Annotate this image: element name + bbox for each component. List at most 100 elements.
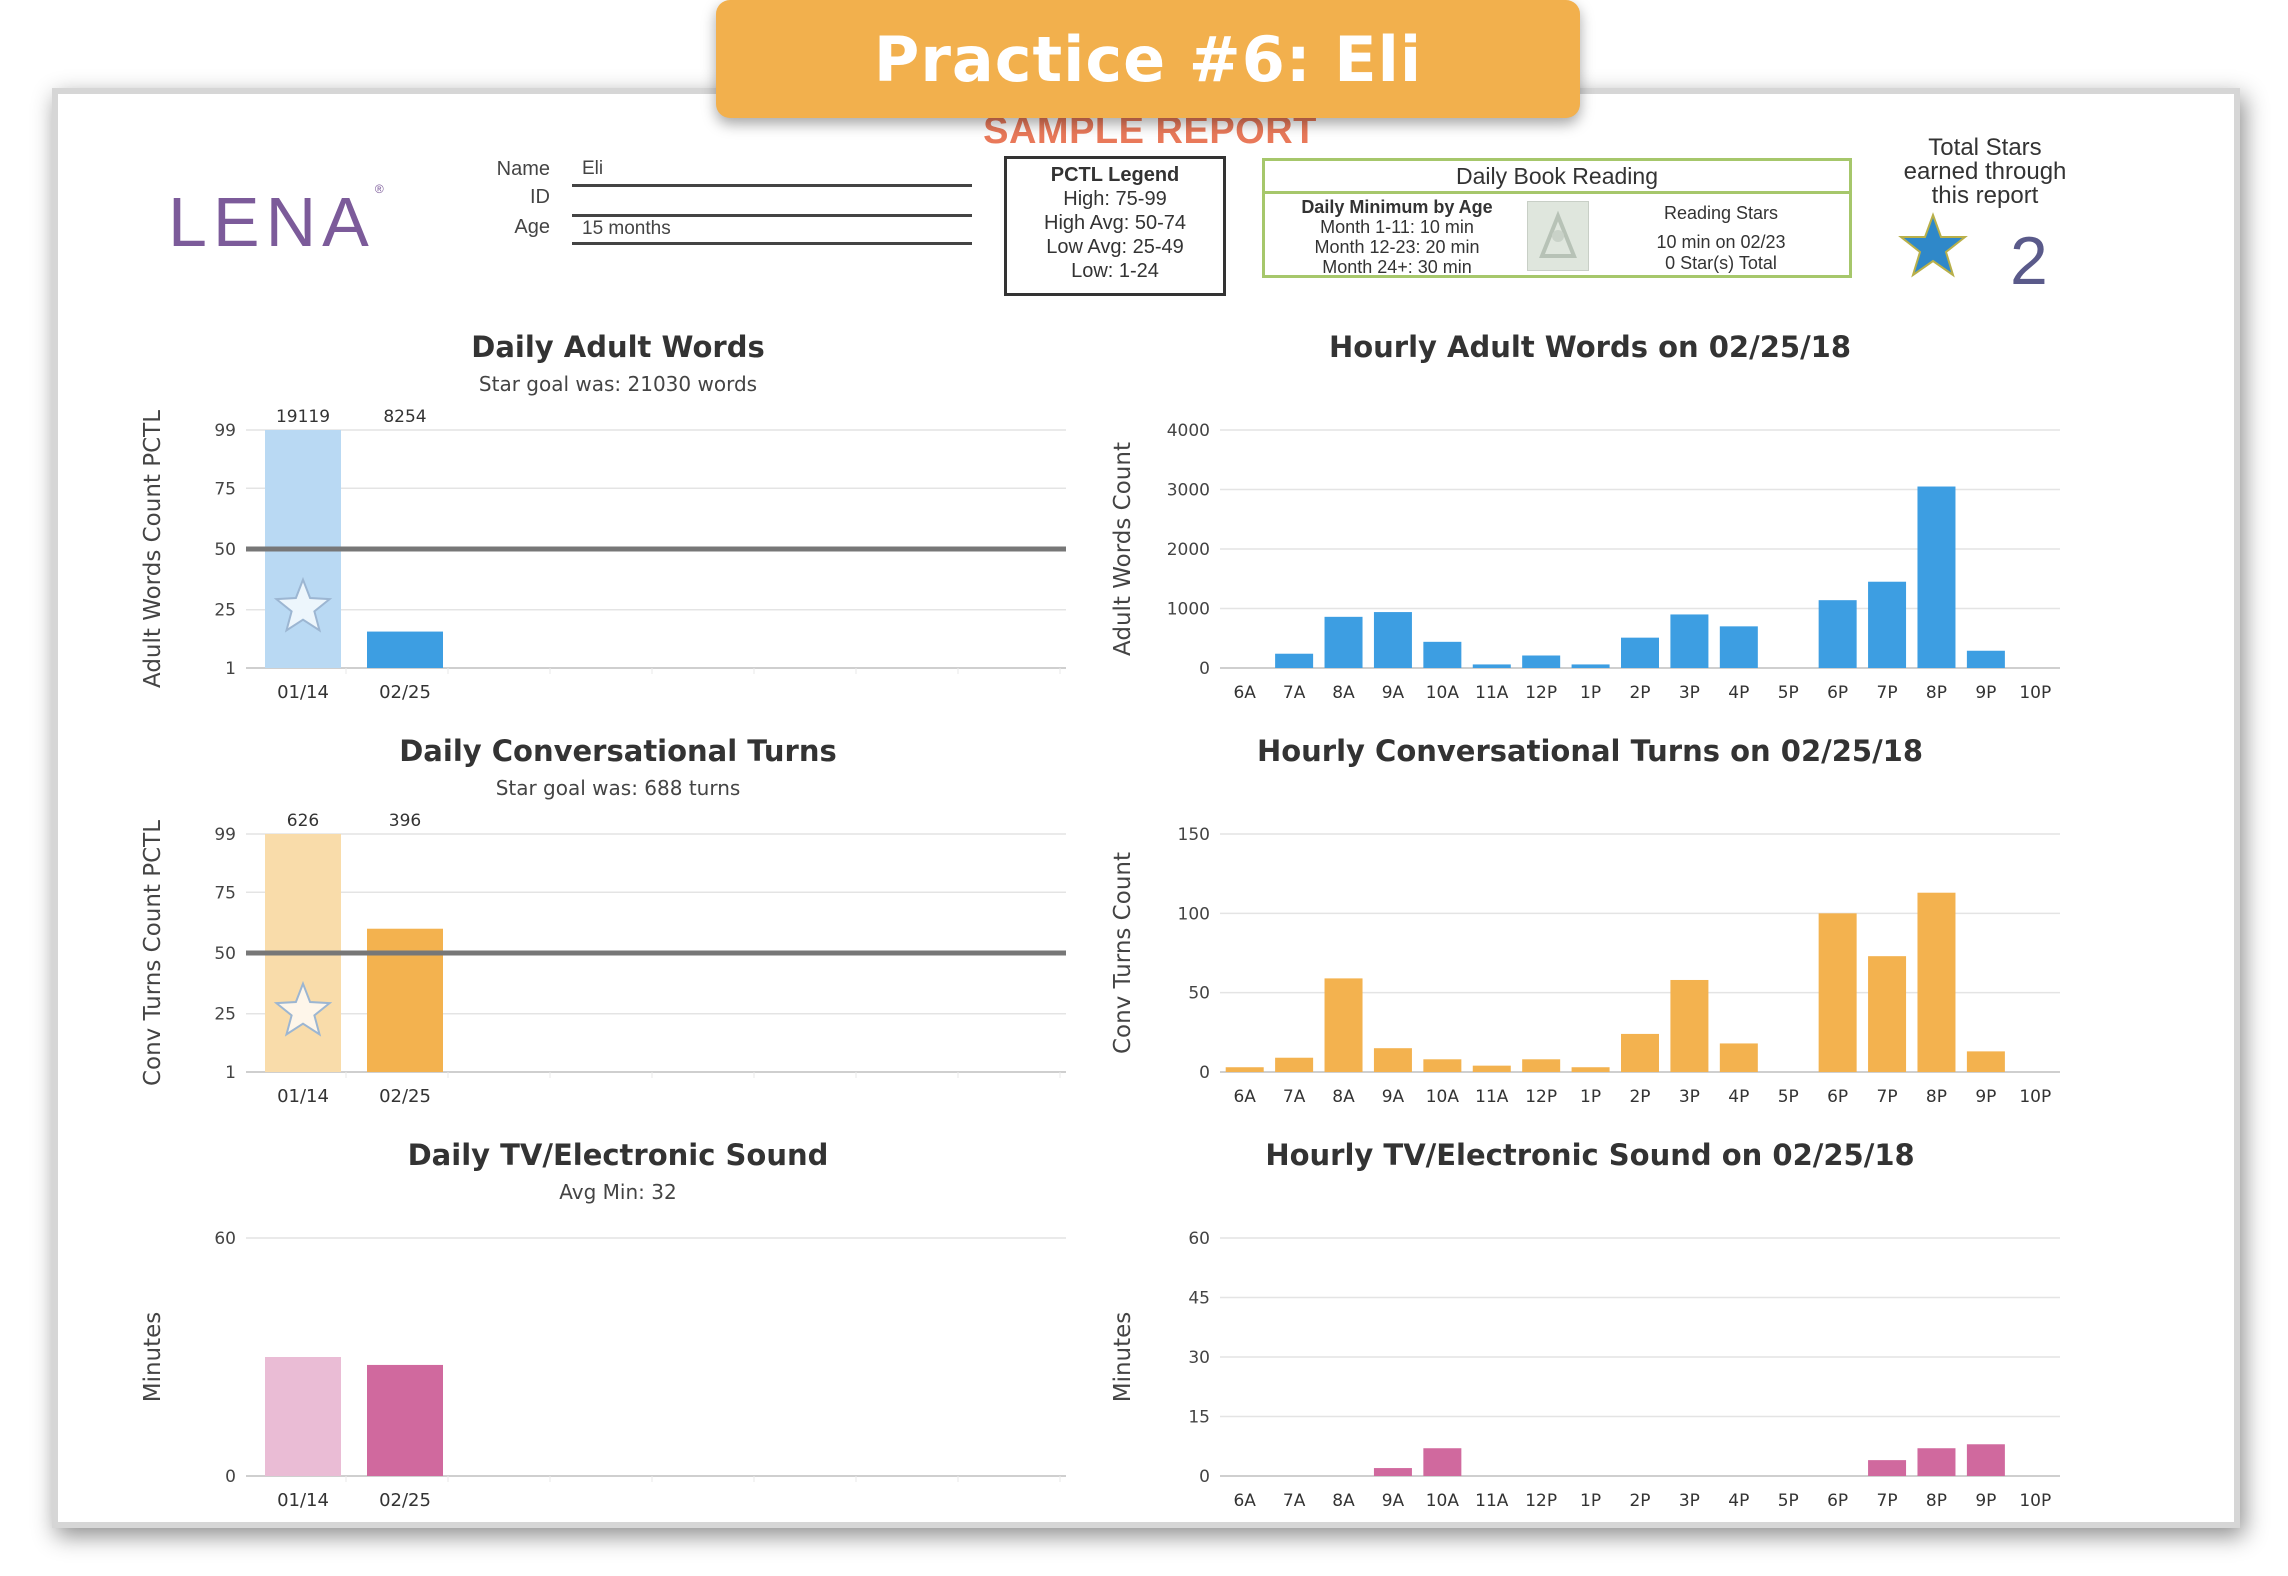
- x-tick-label: 2P: [1629, 1087, 1650, 1107]
- name-value: Eli: [582, 158, 604, 179]
- x-tick-label: 10A: [1426, 1491, 1460, 1511]
- hourly-adult-words-chart: Adult Words Count 0 1000 2000 3000 4000 6A 7A 8A…: [1110, 421, 2060, 703]
- x-tick-label: 01/14: [277, 682, 329, 703]
- x-tick-label: 02/25: [379, 682, 431, 703]
- y-tick-label: 25: [214, 601, 236, 621]
- y-tick-label: 1: [225, 1063, 236, 1083]
- bar: [1275, 653, 1314, 668]
- data-label: 8254: [383, 407, 426, 427]
- x-tick-label: 4P: [1728, 683, 1749, 703]
- bar: [1571, 1067, 1610, 1072]
- bar: [1670, 614, 1709, 668]
- x-tick-label: 01/14: [277, 1490, 329, 1511]
- bar: [1719, 626, 1758, 668]
- y-tick-label: 15: [1188, 1408, 1210, 1428]
- name-label: Name: [496, 158, 550, 180]
- x-tick-label: 6A: [1233, 1087, 1256, 1107]
- y-tick-label: 0: [1199, 1467, 1210, 1487]
- y-tick-label: 30: [1188, 1348, 1210, 1368]
- data-label: 396: [389, 811, 421, 831]
- pctl-legend: PCTL Legend High: 75-99 High Avg: 50-74 …: [1004, 156, 1226, 296]
- pctl-legend-line: Low Avg: 25-49: [1046, 236, 1184, 258]
- book-reading-title: Daily Book Reading: [1265, 161, 1849, 194]
- chart-title: Daily Adult Words: [471, 330, 765, 364]
- x-tick-label: 7P: [1877, 1087, 1898, 1107]
- x-tick-label: 4P: [1728, 1087, 1749, 1107]
- bar: [1472, 664, 1511, 668]
- x-tick-label: 7A: [1283, 1087, 1306, 1107]
- age-label: Age: [514, 216, 550, 238]
- bar: [1423, 1059, 1462, 1072]
- bar: [1522, 1059, 1561, 1072]
- reading-stars-line: 10 min on 02/23: [1656, 232, 1786, 252]
- banner-title: Practice #6: Eli: [716, 0, 1580, 118]
- x-tick-label: 7P: [1877, 1491, 1898, 1511]
- chart-title: Hourly Adult Words on 02/25/18: [1328, 330, 1852, 364]
- bar: [1423, 1448, 1462, 1476]
- bar: [1275, 1057, 1314, 1072]
- bar: [367, 928, 443, 1072]
- x-tick-label: 9A: [1382, 1491, 1405, 1511]
- bar: [1373, 612, 1412, 668]
- bar: [1868, 581, 1907, 668]
- x-tick-label: 11A: [1475, 1491, 1509, 1511]
- x-tick-label: 8P: [1926, 683, 1947, 703]
- bar: [1917, 486, 1956, 668]
- x-tick-label: 2P: [1629, 1491, 1650, 1511]
- bar: [1571, 664, 1610, 668]
- x-tick-label: 10P: [2019, 683, 2051, 703]
- x-tick-label: 3P: [1679, 1087, 1700, 1107]
- x-tick-label: 8P: [1926, 1087, 1947, 1107]
- reading-stars-block: Reading Stars 10 min on 02/23 0 Star(s) …: [1611, 203, 1831, 274]
- x-tick-label: 7A: [1283, 1491, 1306, 1511]
- x-tick-label: 9A: [1382, 1087, 1405, 1107]
- y-tick-label: 1: [225, 659, 236, 679]
- x-tick-label: 4P: [1728, 1491, 1749, 1511]
- x-tick-label: 1P: [1580, 1491, 1601, 1511]
- x-tick-label: 10P: [2019, 1087, 2051, 1107]
- y-tick-label: 75: [214, 479, 236, 499]
- x-tick-label: 9P: [1975, 683, 1996, 703]
- x-tick-label: 1P: [1580, 1087, 1601, 1107]
- y-tick-label: 0: [1199, 659, 1210, 679]
- hourly-tv-chart: Minutes 0 15 30 45 60 6A 7A 8A 9A 10A 11A 12P 1P 2P 3P 4…: [1110, 1229, 2060, 1511]
- x-tick-label: 02/25: [379, 1490, 431, 1511]
- age-line: [572, 242, 972, 245]
- data-label: 626: [287, 811, 319, 831]
- x-tick-label: 1P: [1580, 683, 1601, 703]
- x-tick-label: 12P: [1525, 683, 1557, 703]
- chart-title: Hourly TV/Electronic Sound on 02/25/18: [1265, 1138, 1915, 1172]
- y-tick-label: 99: [214, 421, 236, 441]
- y-tick-label: 99: [214, 825, 236, 845]
- book-reading-icon: [1527, 201, 1589, 271]
- x-tick-label: 6A: [1233, 683, 1256, 703]
- bar: [1917, 892, 1956, 1072]
- y-tick-label: 0: [1199, 1063, 1210, 1083]
- daily-tv-chart: Minutes 0 60 01/14 02/25: [140, 1229, 1066, 1511]
- y-tick-label: 2000: [1167, 540, 1210, 560]
- bar: [1966, 650, 2005, 668]
- y-axis-label: Minutes: [140, 1312, 166, 1403]
- y-tick-label: 45: [1188, 1289, 1210, 1309]
- pctl-legend-line: Low: 1-24: [1071, 260, 1159, 282]
- x-tick-label: 2P: [1629, 683, 1650, 703]
- bar: [1868, 956, 1907, 1072]
- chart-title: Daily Conversational Turns: [399, 734, 837, 768]
- bar: [1966, 1444, 2005, 1476]
- x-tick-label: 7A: [1283, 683, 1306, 703]
- bar: [265, 1357, 341, 1476]
- bar: [1621, 1033, 1659, 1072]
- hourly-conv-turns-chart: Conv Turns Count 0 50 100 150 6A 7A 8A 9A 10A 11A 1…: [1110, 825, 2060, 1107]
- bar: [1423, 641, 1462, 668]
- lena-logo: LENA®: [168, 182, 390, 261]
- x-tick-label: 8P: [1926, 1491, 1947, 1511]
- x-tick-label: 10P: [2019, 1491, 2051, 1511]
- x-tick-label: 6A: [1233, 1491, 1256, 1511]
- chart-subtitle: Star goal was: 21030 words: [478, 372, 758, 396]
- daily-minimum-line: Month 12-23: 20 min: [1314, 237, 1480, 257]
- data-label: 19119: [276, 407, 330, 427]
- x-tick-label: 5P: [1778, 1087, 1799, 1107]
- star-icon: [273, 980, 333, 1037]
- x-tick-label: 12P: [1525, 1491, 1557, 1511]
- x-tick-label: 8A: [1332, 1087, 1355, 1107]
